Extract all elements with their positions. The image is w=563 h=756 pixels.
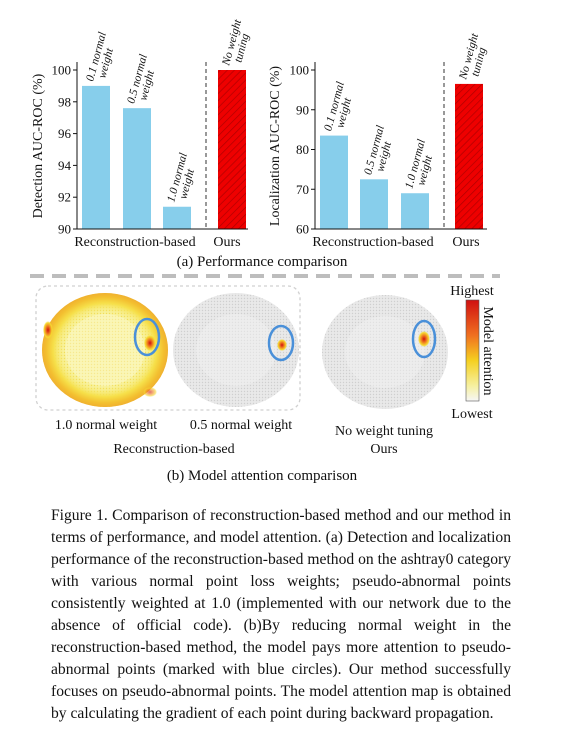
- y-tick-label: 70: [296, 182, 309, 197]
- group-label-reconstruction: Reconstruction-based: [312, 235, 433, 250]
- localization-auc-chart: Localization AUC-ROC (%) 60 70 80 90 100 0.1…: [268, 31, 492, 250]
- bar-category-label: No weighttuning: [457, 31, 492, 84]
- bar-category-label: 0.1 normalweight: [84, 31, 119, 86]
- map-3-label: No weight tuning: [335, 424, 433, 439]
- y-ticks: 60 70 80 90 100: [290, 63, 315, 237]
- y-tick-label: 80: [296, 142, 309, 157]
- bar-ours: [455, 83, 483, 229]
- bar-reconstruction: [401, 193, 429, 229]
- panel-a-caption: (a) Performance comparison: [177, 254, 348, 270]
- bar-ours: [218, 70, 246, 229]
- pseudo-abnormal-circle: [133, 317, 161, 357]
- bar-category-label: No weighttuning: [220, 18, 255, 71]
- figure-1: Detection AUC-ROC (%) 90 92 94 96 98 100 0.1 …: [30, 18, 500, 484]
- y-tick-label: 94: [58, 158, 72, 173]
- pseudo-abnormal-circle: [411, 319, 437, 359]
- group-label-reconstruction: Reconstruction-based: [74, 235, 195, 250]
- attention-map-3: [322, 295, 448, 409]
- bar-reconstruction: [82, 85, 110, 230]
- group-label-reconstruction-b: Reconstruction-based: [113, 442, 234, 457]
- group-label-ours: Ours: [213, 235, 240, 250]
- y-tick-label: 90: [296, 102, 309, 117]
- y-tick-label: 90: [58, 222, 71, 237]
- colorbar-title: Model attention: [480, 306, 495, 395]
- group-label-ours-b: Ours: [370, 442, 397, 457]
- bar-category-label: 0.1 normalweight: [322, 80, 357, 135]
- bar-reconstruction: [320, 135, 348, 229]
- colorbar-high-label: Highest: [450, 284, 494, 299]
- colorbar: Highest Model attention Lowest: [450, 284, 495, 422]
- attention-map-2: [173, 293, 299, 407]
- bar-reconstruction: [123, 108, 151, 229]
- y-tick-label: 92: [58, 190, 71, 205]
- pseudo-abnormal-circle: [267, 324, 295, 362]
- bar-reconstruction: [360, 179, 388, 229]
- bar-category-label: 0.5 normalweight: [362, 124, 397, 179]
- reconstruction-group-box: [35, 285, 301, 411]
- bar-category-label: 0.5 normalweight: [125, 53, 160, 108]
- map-1-label: 1.0 normal weight: [55, 418, 157, 433]
- y-tick-label: 98: [58, 94, 71, 109]
- panel-b-caption: (b) Model attention comparison: [167, 468, 358, 484]
- y-tick-label: 100: [290, 63, 310, 78]
- bar-category-label: 1.0 normalweight: [165, 152, 200, 207]
- group-label-ours: Ours: [452, 235, 479, 250]
- y-tick-label: 100: [52, 63, 72, 78]
- y-ticks: 90 92 94 96 98 100: [52, 63, 77, 237]
- y-tick-label: 96: [58, 126, 72, 141]
- bars: [320, 83, 483, 229]
- y-tick-label: 60: [296, 222, 309, 237]
- attention-map-1: [42, 293, 168, 407]
- bars: [82, 70, 246, 230]
- bar-reconstruction: [163, 206, 191, 229]
- map-2-label: 0.5 normal weight: [190, 418, 292, 433]
- y-axis-label: Detection AUC-ROC (%): [31, 73, 46, 218]
- bar-category-label: 1.0 normalweight: [403, 138, 438, 193]
- colorbar-low-label: Lowest: [451, 407, 492, 422]
- detection-auc-chart: Detection AUC-ROC (%) 90 92 94 96 98 100 0.1 …: [31, 18, 255, 250]
- figure-caption: Figure 1. Comparison of reconstruction-b…: [51, 507, 511, 722]
- y-axis-label: Localization AUC-ROC (%): [268, 66, 283, 227]
